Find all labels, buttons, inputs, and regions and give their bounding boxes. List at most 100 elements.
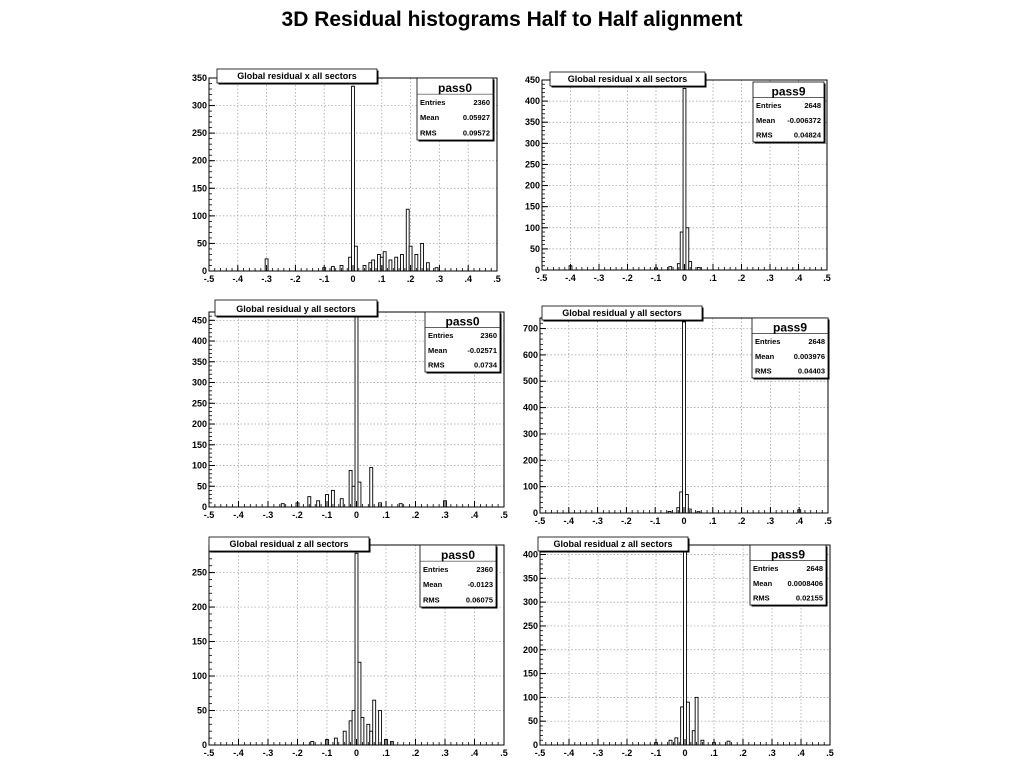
y-tick-label: 50 (197, 238, 207, 248)
y-tick-label: 200 (192, 602, 207, 612)
y-tick-label: 250 (523, 621, 538, 631)
x-tick-label: -.5 (204, 274, 215, 284)
stats-entries-label: Entries (755, 337, 780, 346)
stats-entries-value: 2648 (806, 564, 823, 573)
stats-rms-label: RMS (753, 594, 770, 603)
y-tick-label: 200 (525, 181, 540, 191)
histogram-title-box: Global residual x all sectors (216, 68, 379, 85)
histogram-bin (378, 710, 383, 746)
x-tick-label: -.2 (290, 274, 301, 284)
histogram-bin (372, 699, 377, 746)
x-tick-label: .4 (797, 748, 805, 758)
x-tick-label: .2 (412, 510, 420, 520)
y-tick-label: 300 (192, 101, 207, 111)
x-tick-label: -.5 (537, 273, 548, 283)
x-tick-label: .5 (826, 748, 834, 758)
x-tick-label: -.3 (594, 273, 605, 283)
histogram-title-box: Global residual z all sectors (537, 536, 690, 553)
stats-mean-value: -0.02571 (467, 346, 497, 355)
x-tick-label: -.2 (621, 516, 632, 526)
stats-rms-label: RMS (423, 595, 440, 604)
y-tick-label: 300 (525, 138, 540, 148)
histogram-bin (726, 740, 731, 746)
histogram-bin (354, 311, 359, 508)
x-tick-label: .2 (738, 516, 746, 526)
x-tick-label: -.3 (261, 274, 272, 284)
y-axis: 0 100 200 300 400 500 600 700 (523, 317, 546, 518)
stats-entries-label: Entries (753, 564, 778, 573)
y-tick-label: 100 (523, 692, 538, 702)
x-tick-label: -.2 (622, 748, 633, 758)
y-tick-label: 600 (523, 350, 538, 360)
x-tick-label: .1 (710, 748, 718, 758)
histogram-panel-x-pass0: -.5 -.4 -.3 -.2 -.1 0 .1 .2 .3 .4 .5 0 50 100 150 200 25… (192, 68, 501, 284)
x-tick-label: -.5 (535, 516, 546, 526)
histogram-bin (694, 696, 699, 746)
y-tick-label: 450 (192, 315, 207, 325)
x-tick-label: -.4 (233, 748, 244, 758)
page-title: 3D Residual histograms Half to Half alig… (281, 8, 743, 31)
histogram-panel-z-pass0: -.5 -.4 -.3 -.2 -.1 0 .1 .2 .3 .4 .5 0 50 100 150 200 25… (192, 536, 508, 758)
y-tick-label: 0 (533, 508, 538, 518)
x-tick-label: 0 (350, 274, 355, 284)
x-tick-label: .2 (738, 273, 746, 283)
stats-mean-value: 0.0008406 (788, 579, 823, 588)
y-tick-label: 200 (523, 645, 538, 655)
histogram-bins (310, 552, 394, 746)
y-tick-label: 100 (192, 461, 207, 471)
y-tick-label: 50 (197, 481, 207, 491)
x-tick-label: 0 (681, 516, 686, 526)
x-tick-label: .5 (823, 273, 831, 283)
stats-box: pass9 Entries 2648 Mean -0.006372 RMS 0.04824 (752, 81, 826, 144)
x-tick-label: -.4 (564, 748, 575, 758)
x-tick-label: .3 (768, 748, 776, 758)
x-tick-label: .3 (436, 274, 444, 284)
x-tick-label: -.3 (592, 516, 603, 526)
stats-rms-label: RMS (420, 128, 437, 137)
x-axis: -.5 -.4 -.3 -.2 -.1 0 .1 .2 .3 .4 .5 (204, 501, 508, 520)
histogram-bin (360, 716, 365, 746)
y-tick-label: 500 (523, 376, 538, 386)
histogram-bin (316, 500, 321, 508)
stats-entries-value: 2360 (473, 98, 490, 107)
stats-rms-label: RMS (756, 131, 773, 140)
y-tick-label: 0 (202, 502, 207, 512)
stats-name: pass9 (771, 548, 805, 562)
x-tick-label: -.4 (233, 510, 244, 520)
histogram-title-box: Global residual y all sectors (214, 299, 379, 318)
stats-box: pass0 Entries 2360 Mean -0.0123 RMS 0.06075 (419, 544, 498, 609)
stats-rms-label: RMS (428, 361, 445, 370)
x-tick-label: -.4 (565, 273, 576, 283)
histogram-bin (330, 266, 335, 272)
stats-mean-label: Mean (420, 113, 440, 122)
x-tick-label: -.3 (593, 748, 604, 758)
y-tick-label: 300 (192, 378, 207, 388)
y-tick-label: 250 (192, 398, 207, 408)
y-tick-label: 400 (523, 550, 538, 560)
x-tick-label: .5 (500, 748, 508, 758)
x-tick-label: -.2 (292, 748, 303, 758)
x-tick-label: .2 (412, 748, 420, 758)
x-tick-label: .5 (500, 510, 508, 520)
x-tick-label: -.1 (651, 273, 662, 283)
x-tick-label: -.3 (263, 510, 274, 520)
stats-entries-label: Entries (420, 98, 445, 107)
y-tick-label: 200 (192, 156, 207, 166)
stats-mean-label: Mean (756, 116, 776, 125)
stats-rms-value: 0.04403 (798, 367, 825, 376)
y-tick-label: 50 (528, 716, 538, 726)
x-tick-label: -.2 (622, 273, 633, 283)
x-tick-label: .1 (709, 273, 717, 283)
x-tick-label: .5 (824, 516, 832, 526)
x-axis: -.5 -.4 -.3 -.2 -.1 0 .1 .2 .3 .4 .5 (204, 739, 508, 758)
y-tick-label: 0 (202, 740, 207, 750)
histogram-bin (371, 259, 376, 272)
stats-entries-value: 2360 (480, 331, 497, 340)
x-tick-label: .3 (441, 748, 449, 758)
y-axis: 0 50 100 150 200 250 300 350 400 450 (192, 311, 215, 512)
stats-mean-value: -0.006372 (787, 116, 821, 125)
stats-mean-label: Mean (423, 580, 443, 589)
stats-entries-label: Entries (428, 331, 453, 340)
y-tick-label: 200 (192, 419, 207, 429)
histogram-title: Global residual z all sectors (229, 539, 348, 549)
